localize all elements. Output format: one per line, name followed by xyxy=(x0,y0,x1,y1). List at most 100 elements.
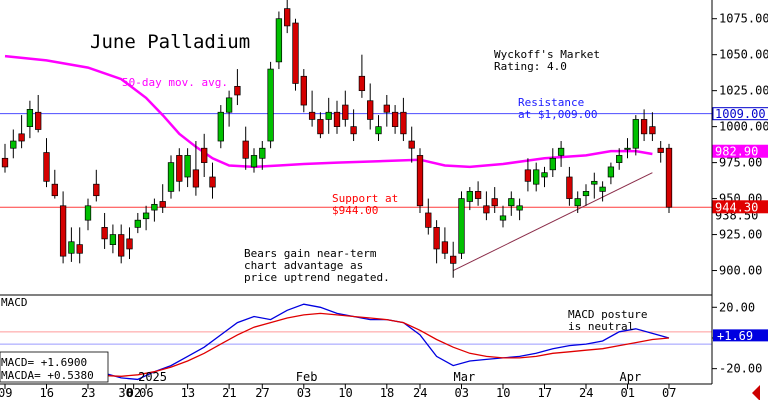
macda-readout: MACDA= +0.5380 xyxy=(1,369,94,382)
candle-body-down xyxy=(209,176,216,188)
candle-body-up xyxy=(533,169,540,185)
scroll-arrow-icon[interactable] xyxy=(752,385,760,400)
candle xyxy=(109,224,117,254)
candle-body-down xyxy=(474,191,482,199)
candle-body-down xyxy=(425,212,432,228)
candle xyxy=(574,191,581,213)
candle xyxy=(76,227,83,264)
candle-body-down xyxy=(300,75,307,106)
candle xyxy=(549,148,556,177)
candle xyxy=(425,198,432,235)
candle xyxy=(367,83,374,130)
candle xyxy=(657,141,664,163)
candle xyxy=(93,169,100,202)
macd-posture: MACD posture is neutral xyxy=(568,308,647,333)
candle-body-up xyxy=(134,219,141,228)
candle xyxy=(433,220,440,264)
candle xyxy=(491,187,498,213)
candle xyxy=(259,141,266,170)
candle-body-up xyxy=(142,212,150,220)
candle xyxy=(192,141,200,196)
candle xyxy=(225,90,233,127)
date-tick-label: 30 xyxy=(118,386,132,400)
candle xyxy=(557,141,565,167)
price-tick-label: 925.00 xyxy=(719,228,762,242)
candle-body-up xyxy=(591,180,598,185)
candle-body-down xyxy=(308,111,316,120)
candle-body-up xyxy=(225,97,233,113)
candle xyxy=(400,97,407,142)
candle-body-down xyxy=(433,227,440,250)
candle xyxy=(300,69,307,113)
candle-body-up xyxy=(217,111,224,142)
candle-body-down xyxy=(93,183,100,197)
candle xyxy=(292,18,299,91)
candle-body-down xyxy=(416,155,424,207)
candle xyxy=(101,212,108,249)
candle-body-down xyxy=(350,126,357,135)
ma-label: 50-day mov. avg. xyxy=(122,76,228,89)
candle xyxy=(118,224,125,264)
candle-body-down xyxy=(649,126,656,135)
candle xyxy=(142,205,150,231)
resistance-tag: 1009.00 xyxy=(715,107,766,121)
candle xyxy=(416,148,424,213)
macd-tick-label: 20.00 xyxy=(719,300,755,314)
macd-reference-lines xyxy=(0,331,712,345)
candle xyxy=(126,227,133,260)
candle-body-down xyxy=(51,183,58,197)
candle-body-down xyxy=(441,241,449,254)
candle-body-down xyxy=(566,176,573,199)
date-tick-label: 03 xyxy=(297,386,311,400)
candle xyxy=(267,61,274,149)
candle-body-up xyxy=(84,205,92,221)
macd-title: MACD xyxy=(1,296,28,309)
candle-body-down xyxy=(76,244,83,254)
month-label: Mar xyxy=(454,370,476,384)
date-tick-label: 07 xyxy=(662,386,676,400)
price-tick-label: 1075.00 xyxy=(719,12,768,26)
date-tick-label: 06 xyxy=(139,386,153,400)
candle-body-up xyxy=(632,119,639,149)
candle-body-up xyxy=(508,198,515,207)
candle xyxy=(151,198,158,222)
candle-body-down xyxy=(342,104,349,120)
month-label: 2025 xyxy=(138,370,167,384)
candle-body-up xyxy=(167,162,175,192)
candle xyxy=(35,94,42,133)
candle-body-down xyxy=(483,205,490,214)
candle-body-up xyxy=(458,198,465,254)
date-tick-label: 10 xyxy=(338,386,352,400)
candle-body-up xyxy=(549,157,556,171)
candle xyxy=(541,166,548,188)
candle-body-up xyxy=(325,111,332,120)
candle xyxy=(250,148,258,173)
candle-body-down xyxy=(450,255,457,264)
candle xyxy=(234,69,241,106)
candle-body-down xyxy=(408,140,415,149)
candle xyxy=(167,155,175,199)
candle-body-down xyxy=(524,169,532,182)
candle-body-up xyxy=(184,155,191,178)
candle xyxy=(616,148,623,170)
candle xyxy=(375,115,382,142)
candle xyxy=(176,148,183,192)
candle xyxy=(591,172,598,199)
market-rating: Wyckoff's Market Rating: 4.0 xyxy=(494,48,600,73)
candle-body-down xyxy=(59,205,67,257)
macd-line xyxy=(4,303,670,381)
candle-body-up xyxy=(541,172,548,178)
candlestick-group xyxy=(1,0,673,278)
candle xyxy=(483,191,490,221)
candle-body-down xyxy=(1,157,9,168)
candle xyxy=(640,109,648,142)
candle-body-down xyxy=(159,201,166,208)
candle-body-up xyxy=(375,126,382,135)
candle xyxy=(308,90,316,127)
candle-body-down xyxy=(176,155,183,182)
price-reference-lines xyxy=(0,113,712,208)
macd-tick-label: -20.00 xyxy=(719,362,762,376)
candle-body-down xyxy=(18,133,25,142)
